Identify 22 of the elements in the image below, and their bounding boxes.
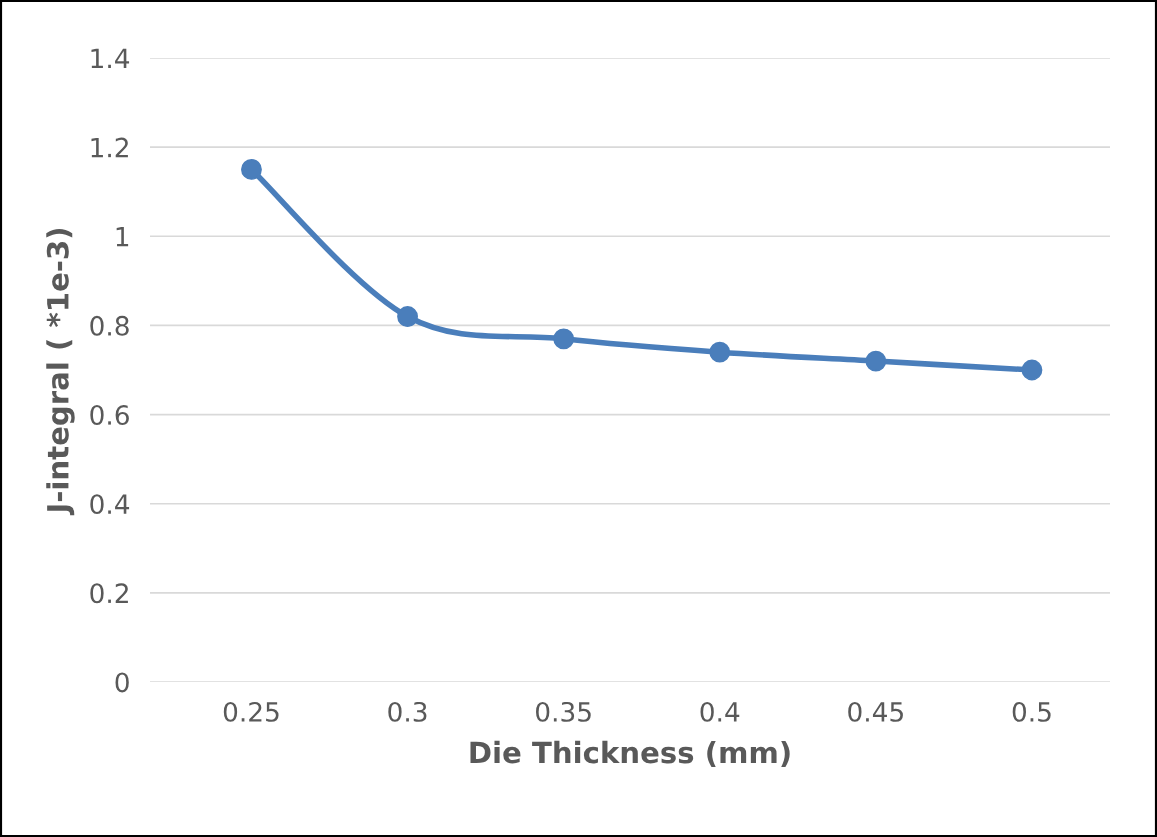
x-tick-label: 0.25 <box>223 701 279 722</box>
x-tick-label: 0.45 <box>848 701 903 722</box>
x-tick-label: 0.35 <box>536 701 591 722</box>
x-tick-label: 0.4 <box>700 701 740 722</box>
y-tick-label: 0 <box>115 672 129 693</box>
point <box>553 328 575 350</box>
x-axis-title: Die Thickness (mm) <box>470 740 790 767</box>
y-tick-label: 1.4 <box>91 48 130 69</box>
y-tick-label: 1.2 <box>91 137 128 158</box>
point <box>709 341 731 363</box>
x-tick-label: 0.3 <box>388 701 427 722</box>
y-tick-label: 0.4 <box>90 494 130 515</box>
y-axis-title: J-integral ( *1e-3) <box>46 228 75 516</box>
point <box>865 350 887 372</box>
point <box>397 306 418 327</box>
y-tick-label: 0.8 <box>90 315 129 336</box>
x-tick-label: 0.5 <box>1012 701 1051 722</box>
point <box>1021 359 1043 381</box>
y-tick-label: 0.2 <box>90 583 128 604</box>
point <box>241 159 262 180</box>
y-tick-label: 0.6 <box>90 405 129 425</box>
y-tick-label: 1 <box>116 227 129 247</box>
